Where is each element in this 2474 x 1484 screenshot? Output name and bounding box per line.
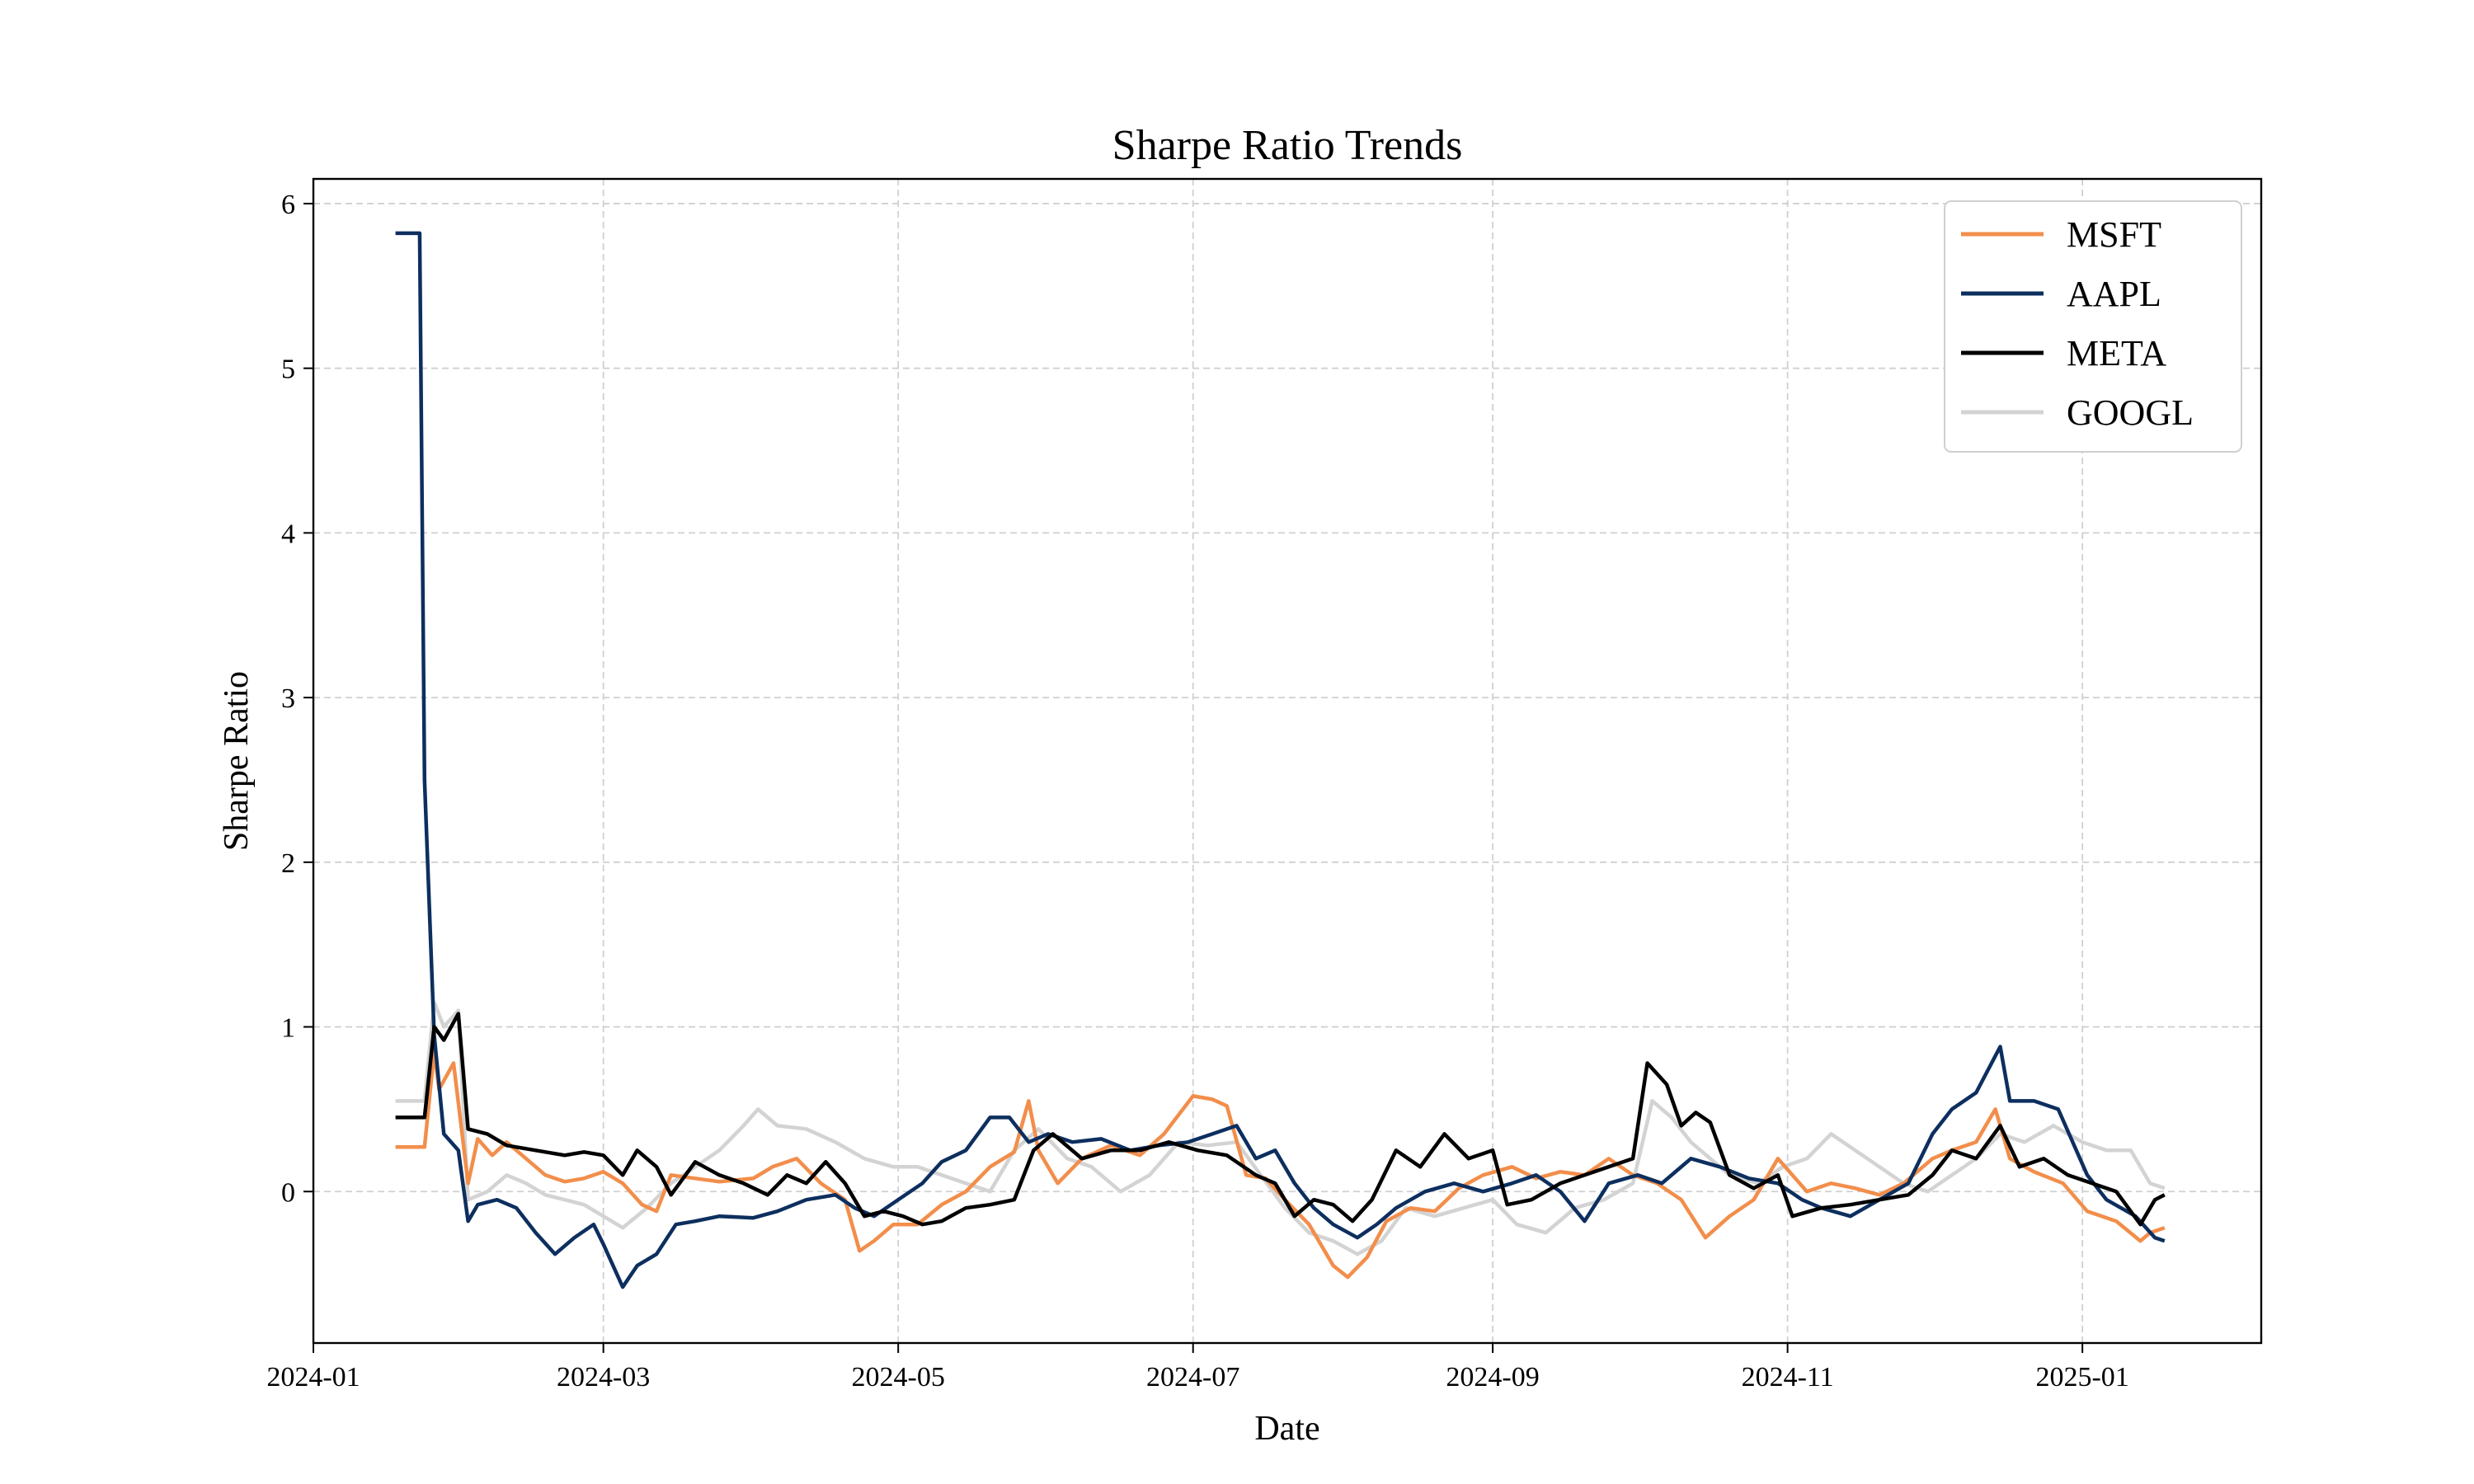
y-tick-label: 6 — [281, 190, 295, 220]
series-layer — [395, 231, 2166, 1289]
y-tick-label: 0 — [281, 1177, 295, 1208]
y-axis-label: Sharpe Ratio — [218, 671, 256, 851]
y-tick-label: 2 — [281, 848, 295, 879]
y-tick-label: 4 — [281, 519, 295, 549]
x-tick-label: 2024-07 — [1146, 1362, 1239, 1392]
x-tick-label: 2024-09 — [1446, 1362, 1539, 1392]
legend-label-msft: MSFT — [2067, 214, 2161, 255]
x-tick-label: 2024-03 — [557, 1362, 650, 1392]
series-line-meta — [395, 1012, 2166, 1227]
series-line-googl — [395, 1000, 2166, 1256]
x-tick-label: 2024-01 — [266, 1362, 360, 1392]
grid — [313, 179, 2261, 1343]
legend-label-aapl: AAPL — [2067, 274, 2161, 314]
series-line-aapl — [395, 231, 2166, 1289]
legend-label-meta: META — [2067, 333, 2166, 373]
chart-title: Sharpe Ratio Trends — [1112, 122, 1463, 169]
y-tick-label: 3 — [281, 683, 295, 714]
y-tick-label: 1 — [281, 1013, 295, 1044]
legend-box — [1944, 200, 2242, 453]
x-tick-label: 2025-01 — [2035, 1362, 2128, 1392]
x-tick-label: 2024-05 — [852, 1362, 945, 1392]
x-axis-label: Date — [1254, 1410, 1319, 1448]
x-tick-label: 2024-11 — [1742, 1362, 1834, 1392]
legend-label-googl: GOOGL — [2067, 392, 2194, 433]
series-line-msft — [395, 1050, 2166, 1280]
y-tick-label: 5 — [281, 355, 295, 385]
x-axis: 2024-01 2024-03 2024-05 2024-07 2024-09 2024-… — [266, 1343, 2129, 1392]
y-axis: 0 1 2 3 4 5 6 — [281, 190, 313, 1208]
plot-frame — [312, 177, 2263, 1345]
legend: MSFT AAPL META GOOGL — [1944, 200, 2242, 453]
